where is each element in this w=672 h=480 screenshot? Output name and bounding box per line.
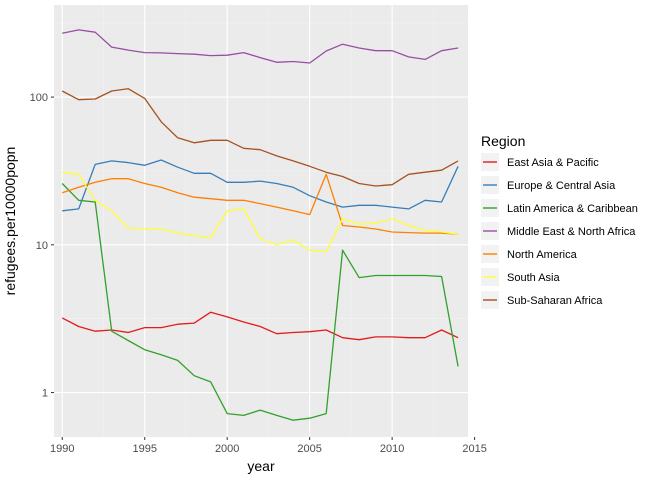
y-tick-label: 100 — [30, 92, 48, 104]
legend-items: East Asia & Pacific Europe & Central Asia… — [481, 153, 638, 309]
legend-label: Middle East & North Africa — [507, 226, 636, 238]
y-axis-title: refugees.per10000popn — [2, 147, 18, 296]
series-line-5 — [62, 171, 459, 253]
series-line-0 — [61, 311, 459, 341]
y-tick-label: 10 — [36, 240, 48, 252]
legend-label: East Asia & Pacific — [507, 157, 599, 169]
legend-label: South Asia — [507, 272, 560, 284]
series-line-3 — [62, 29, 459, 64]
legend-label: Europe & Central Asia — [507, 180, 616, 192]
x-tick-label: 1995 — [132, 443, 156, 455]
major-gridlines — [54, 5, 476, 437]
legend-label: Latin America & Caribbean — [507, 203, 638, 215]
x-tick-label: 2005 — [297, 443, 321, 455]
x-tick-label: 1990 — [50, 443, 74, 455]
series-line-6 — [61, 88, 459, 187]
x-axis-title: year — [247, 458, 275, 474]
series-line-4 — [61, 173, 459, 235]
legend-label: North America — [507, 249, 578, 261]
series-lines — [61, 29, 459, 421]
x-axis-ticks: 1990 1995 2000 2005 2010 2015 — [50, 437, 487, 455]
panel-background — [54, 5, 468, 437]
y-axis-ticks: 1 10 100 — [30, 92, 54, 400]
minor-gridlines — [54, 5, 468, 437]
legend-label: Sub-Saharan Africa — [507, 295, 603, 307]
legend: Region East Asia & Pacific Europe & Centr… — [481, 133, 638, 309]
series-line-1 — [62, 159, 459, 212]
series-line-2 — [61, 183, 459, 421]
x-tick-label: 2010 — [380, 443, 404, 455]
x-tick-label: 2000 — [215, 443, 239, 455]
y-tick-label: 1 — [42, 388, 48, 400]
x-tick-label: 2015 — [462, 443, 486, 455]
legend-title: Region — [481, 133, 525, 149]
